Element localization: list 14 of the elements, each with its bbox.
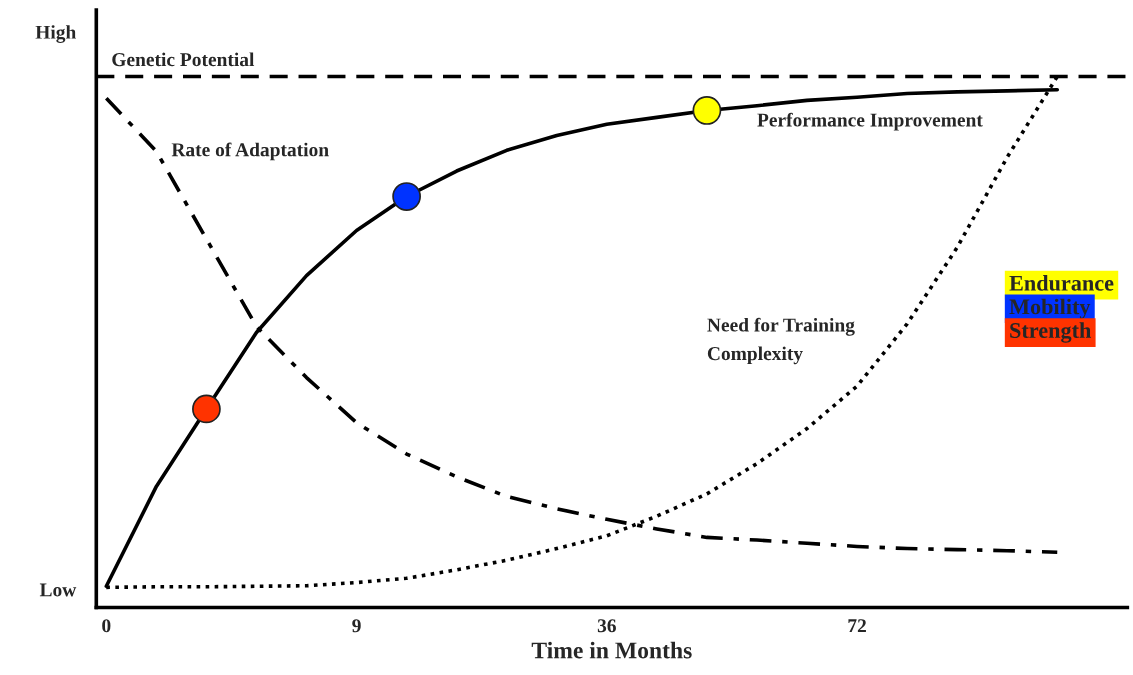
x-axis-title: Time in Months (531, 641, 692, 659)
text: Mobility (1009, 298, 1091, 319)
text: High (35, 25, 76, 43)
x-tick-label: 0 (102, 619, 111, 633)
x-tick-label: 36 (597, 619, 616, 633)
x-tick-label: 9 (352, 619, 361, 633)
text: Strength (1010, 322, 1092, 343)
text: Low (39, 583, 77, 597)
text: Endurance (1009, 275, 1114, 291)
series-label: Need for Training Complexity (707, 317, 855, 365)
ref-line-label: Genetic Potential (112, 52, 255, 67)
series-label: Performance Improvement (757, 112, 983, 131)
x-tick-label: 72 (848, 619, 866, 633)
series-label: Rate of Adaptation (171, 142, 329, 161)
